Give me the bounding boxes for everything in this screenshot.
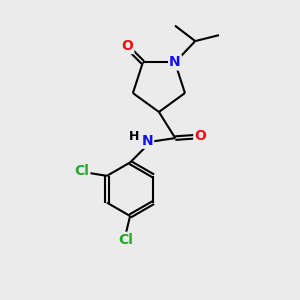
Text: O: O <box>194 129 206 143</box>
Text: O: O <box>122 39 133 53</box>
Text: N: N <box>142 134 153 148</box>
Text: Cl: Cl <box>118 233 133 247</box>
Text: N: N <box>169 56 181 70</box>
Text: Cl: Cl <box>74 164 89 178</box>
Text: H: H <box>129 130 140 143</box>
